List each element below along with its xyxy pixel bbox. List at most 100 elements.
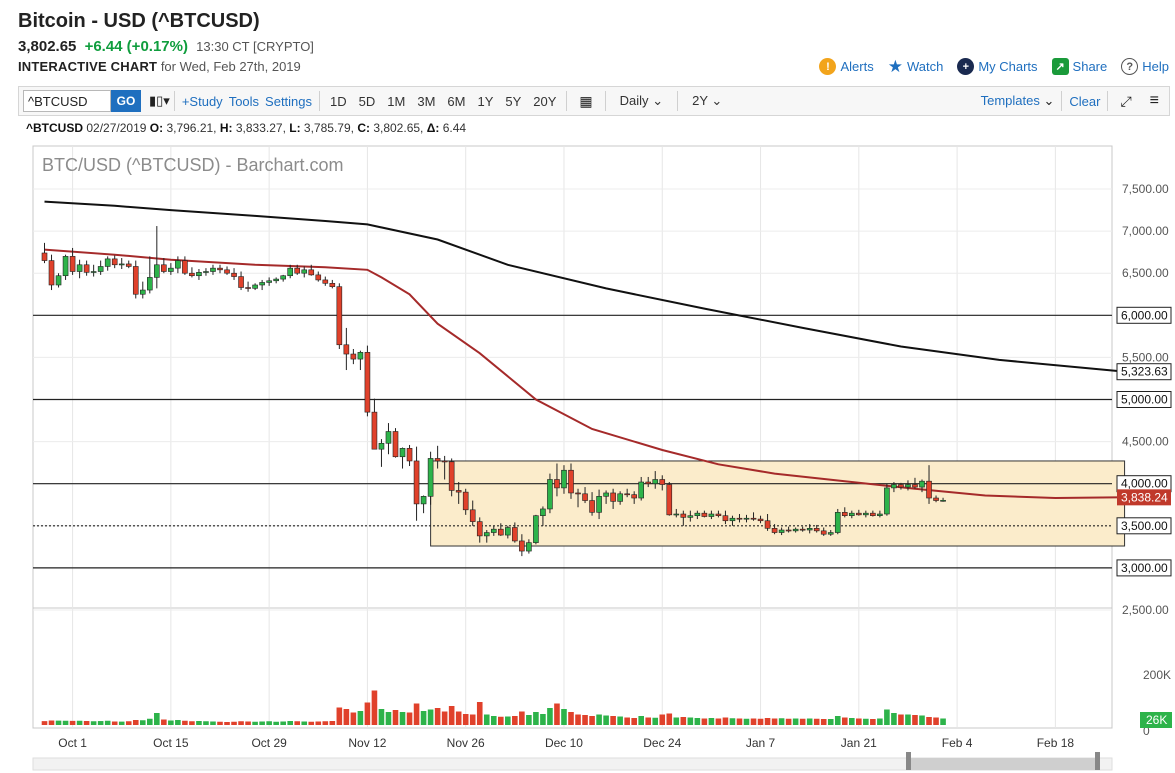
alerts-link[interactable]: ! Alerts: [819, 58, 874, 75]
volume-bar: [357, 711, 364, 725]
volume-bar: [519, 711, 525, 725]
header-links: ! Alerts ★ Watch + My Charts ↗ Share ? H…: [819, 58, 1169, 75]
volume-bar: [568, 712, 574, 725]
candle-body: [182, 260, 188, 274]
volume-bar: [406, 712, 413, 725]
volume-bar: [729, 718, 736, 725]
candle-body: [378, 442, 385, 450]
volume-bar: [385, 712, 392, 725]
volume-bar: [161, 719, 167, 725]
period-1m-button[interactable]: 1M: [387, 93, 406, 109]
volume-bar: [322, 721, 329, 725]
candle-body: [912, 484, 918, 488]
volume-bar: [469, 714, 476, 725]
candle-body: [547, 479, 553, 510]
level-label: 3,000.00: [1121, 561, 1168, 575]
volume-bar: [799, 718, 806, 725]
candle-body: [238, 276, 244, 288]
volume-bar: [884, 709, 890, 725]
clear-button[interactable]: Clear: [1069, 93, 1101, 109]
volume-bar: [813, 718, 820, 725]
volume-bar: [399, 712, 406, 725]
y-tick-label: 5,500.00: [1122, 350, 1169, 364]
candle-body: [406, 448, 413, 462]
candle-body: [69, 256, 76, 272]
watch-link[interactable]: ★ Watch: [888, 58, 944, 75]
low-value: 3,785.79: [303, 121, 351, 135]
candle-body: [652, 479, 659, 484]
tools-button[interactable]: Tools: [228, 93, 260, 109]
page-title: Bitcoin - USD (^BTCUSD): [18, 10, 260, 32]
period-1y-button[interactable]: 1Y: [477, 93, 494, 109]
range-select[interactable]: 2Y ⌄: [682, 93, 732, 109]
alerts-label: Alerts: [840, 59, 874, 74]
chevron-down-icon: ⌄: [711, 93, 723, 108]
menu-icon[interactable]: ≡: [1149, 92, 1159, 109]
candle-body: [505, 527, 511, 536]
volume-bar: [750, 718, 757, 725]
volume-bar: [41, 721, 48, 725]
candle-body: [848, 512, 855, 516]
scrollbar-thumb: [908, 758, 1098, 770]
candle-body: [490, 528, 497, 533]
candle-body: [708, 513, 715, 517]
candlestick-type-icon[interactable]: ▮▯▾: [149, 93, 170, 108]
level-label-box: [1116, 559, 1172, 577]
candle-body: [792, 528, 799, 532]
candle-body: [680, 513, 687, 518]
candle-body: [104, 258, 111, 267]
candle-body: [434, 458, 441, 462]
templates-button[interactable]: Templates ⌄: [978, 93, 1058, 109]
volume-bar: [820, 719, 827, 725]
study-button[interactable]: +Study: [181, 93, 223, 109]
volume-bar: [785, 718, 792, 725]
period-20y-button[interactable]: 20Y: [533, 93, 557, 109]
help-link[interactable]: ? Help: [1121, 58, 1169, 75]
candle-body: [420, 496, 427, 505]
volume-bar: [462, 714, 469, 725]
x-tick-label: Oct 15: [153, 736, 189, 750]
go-button[interactable]: GO: [111, 90, 141, 112]
candle-body: [582, 493, 588, 501]
my-charts-link[interactable]: + My Charts: [957, 58, 1038, 75]
share-link[interactable]: ↗ Share: [1051, 58, 1107, 75]
period-6m-button[interactable]: 6M: [447, 93, 466, 109]
candle-body: [154, 264, 160, 278]
period-1d-button[interactable]: 1D: [330, 93, 347, 109]
ma-long-label: 5,323.63: [1121, 365, 1168, 379]
period-5y-button[interactable]: 5Y: [505, 93, 522, 109]
candle-body: [196, 272, 202, 277]
high-label: H:: [219, 121, 233, 135]
symbol-input[interactable]: [23, 90, 111, 112]
period-5d-button[interactable]: 5D: [358, 93, 376, 109]
settings-button[interactable]: Settings: [265, 93, 313, 109]
candle-body: [806, 528, 813, 531]
volume-bar: [175, 720, 181, 725]
candle-body: [722, 515, 729, 522]
chevron-down-icon: ⌄: [1043, 93, 1055, 108]
candle-body: [701, 512, 708, 517]
candle-body: [540, 508, 546, 516]
share-icon: ↗: [1051, 58, 1069, 75]
candle-body: [392, 431, 399, 458]
volume-bar: [392, 710, 399, 725]
candle-body: [519, 540, 525, 552]
candle-body: [322, 279, 329, 284]
toolbar-divider: [1107, 91, 1109, 111]
expand-icon[interactable]: ⤢: [1120, 92, 1132, 109]
chart-watermark: BTC/USD (^BTCUSD) - Barchart.com: [42, 155, 344, 175]
candle-body: [813, 528, 820, 532]
candle-body: [729, 517, 736, 522]
candle-body: [469, 509, 476, 522]
calendar-icon[interactable]: ▦: [579, 92, 593, 109]
volume-bar: [455, 711, 462, 725]
candle-body: [336, 286, 343, 346]
volume-bar: [125, 721, 132, 725]
interval-select[interactable]: Daily ⌄: [610, 93, 673, 109]
candle-body: [764, 520, 771, 529]
period-3m-button[interactable]: 3M: [417, 93, 436, 109]
ohlc-date: 02/27/2019: [86, 121, 147, 135]
candle-body: [561, 469, 567, 489]
